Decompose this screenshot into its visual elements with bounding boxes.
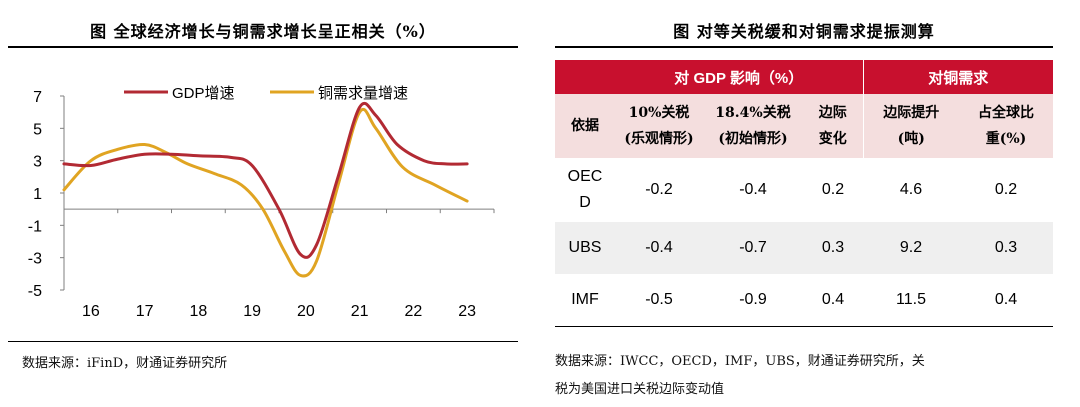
left-panel: 图 全球经济增长与铜需求增长呈正相关（%） 7 5 3 1 -1 -3 -5 16 17 18 19… xyxy=(0,0,526,407)
table-cell: 0.4 xyxy=(959,274,1053,327)
left-chart-title: 图 全球经济增长与铜需求增长呈正相关（%） xyxy=(90,22,436,41)
col-global-share: 占全球比重(%) xyxy=(959,94,1053,158)
table-cell: 0.2 xyxy=(994,181,1018,198)
left-source: 数据来源：iFinD，财通证券研究所 xyxy=(22,356,228,371)
table-cell: -0.5 xyxy=(615,274,703,327)
x-tick-label: 20 xyxy=(297,303,315,320)
table-row: UBS -0.4 -0.7 0.3 9.2 0.3 xyxy=(555,222,1053,274)
column-header-row: 依据 10%关税 (乐观情形) 18.4%关税 (初始情形) 边际变化 边际提升 (吨… xyxy=(555,94,1053,158)
y-tick-label: 7 xyxy=(33,89,42,106)
table-cell: 11.5 xyxy=(863,274,959,327)
table-cell: -0.9 xyxy=(703,274,803,327)
table-cell: 4.6 xyxy=(899,181,923,198)
group-header-row: 对 GDP 影响（%） 对铜需求 xyxy=(555,60,1053,94)
y-tick-label: -3 xyxy=(28,251,42,268)
x-tick-label: 19 xyxy=(243,303,261,320)
col-18pct-line1: 18.4%关税 xyxy=(715,105,791,121)
x-tick-label: 23 xyxy=(458,303,476,320)
y-tick-label: -5 xyxy=(28,283,42,300)
table-cell: 0.2 xyxy=(821,181,845,198)
right-source-line2: 税为美国进口关税边际变动值 xyxy=(555,382,725,397)
col-increase-line2: (吨) xyxy=(897,131,925,147)
col-18pct-tariff: 18.4%关税 (初始情形) xyxy=(703,94,803,158)
copper-demand-header: 对铜需求 xyxy=(862,60,1053,94)
table-row: OEC D -0.2 -0.4 0.2 4.6 0.2 xyxy=(555,158,1053,222)
col-10pct-line2: (乐观情形) xyxy=(624,131,694,147)
table-row: IMF -0.5 -0.9 0.4 11.5 0.4 xyxy=(555,274,1053,327)
table-cell: 0.4 xyxy=(803,274,863,327)
legend-label: 铜需求量增速 xyxy=(318,85,408,102)
row-label: OEC D xyxy=(555,158,615,222)
col-share-line1: 占全球比 xyxy=(978,105,1034,121)
table-cell: -0.4 xyxy=(615,222,703,274)
right-table-title: 图 对等关税缓和对铜需求提振测算 xyxy=(673,22,935,41)
table-cell: -0.2 xyxy=(645,181,673,198)
left-bottom-rule xyxy=(8,341,518,342)
col-marginal-change: 边际 变化 xyxy=(803,94,863,158)
x-tick-label: 16 xyxy=(82,303,100,320)
y-tick-label: -1 xyxy=(28,218,42,235)
col-10pct-line1: 10%关税 xyxy=(628,105,690,121)
gdp-copper-line-chart: 7 5 3 1 -1 -3 -5 16 17 18 19 20 21 22 23 GDP增速 铜需求量增速 xyxy=(28,85,495,320)
col-18pct-line2: (初始情形) xyxy=(718,131,788,147)
right-source-line1: 数据来源：IWCC，OECD，IMF，UBS，财通证券研究所，关 xyxy=(555,354,925,369)
gdp-growth-line xyxy=(62,101,469,259)
col-share-line2: 重(%) xyxy=(985,131,1027,147)
table-cell: 0.3 xyxy=(959,222,1053,274)
row-label-line2: D xyxy=(579,194,591,211)
right-title-rule xyxy=(555,46,1053,48)
x-tick-label: 18 xyxy=(189,303,207,320)
col-marginal-increase: 边际提升 (吨) xyxy=(862,94,959,158)
copper-impact-table: 对 GDP 影响（%） 对铜需求 依据 10%关税 (乐观情形) 18.4%关税 (… xyxy=(555,60,1053,327)
col-10pct-tariff: 10%关税 (乐观情形) xyxy=(615,94,703,158)
gdp-impact-header: 对 GDP 影响（%） xyxy=(615,60,863,94)
table-cell: -0.7 xyxy=(703,222,803,274)
x-tick-label: 21 xyxy=(351,303,369,320)
y-tick-label: 1 xyxy=(33,186,42,203)
x-tick-label: 22 xyxy=(404,303,422,320)
right-panel: 图 对等关税缓和对铜需求提振测算 对 GDP 影响（%） 对铜需求 依据 10%… xyxy=(545,0,1075,407)
table-cell: 9.2 xyxy=(863,222,959,274)
copper-demand-line xyxy=(62,107,469,278)
row-label: UBS xyxy=(555,222,615,274)
col-increase-line1: 边际提升 xyxy=(883,105,940,121)
left-title-rule xyxy=(8,46,518,48)
table-cell: -0.4 xyxy=(739,181,767,198)
basis-header: 依据 xyxy=(555,94,615,158)
header-blank xyxy=(555,60,615,94)
table-cell: 0.3 xyxy=(803,222,863,274)
legend-label: GDP增速 xyxy=(172,85,235,102)
y-tick-label: 3 xyxy=(33,154,42,171)
col-marginal-line2: 变化 xyxy=(818,131,847,147)
row-label: IMF xyxy=(555,274,615,327)
x-tick-label: 17 xyxy=(136,303,154,320)
col-marginal-line1: 边际 xyxy=(818,105,847,121)
row-label-line1: OEC xyxy=(567,168,603,185)
y-tick-label: 5 xyxy=(33,121,42,138)
